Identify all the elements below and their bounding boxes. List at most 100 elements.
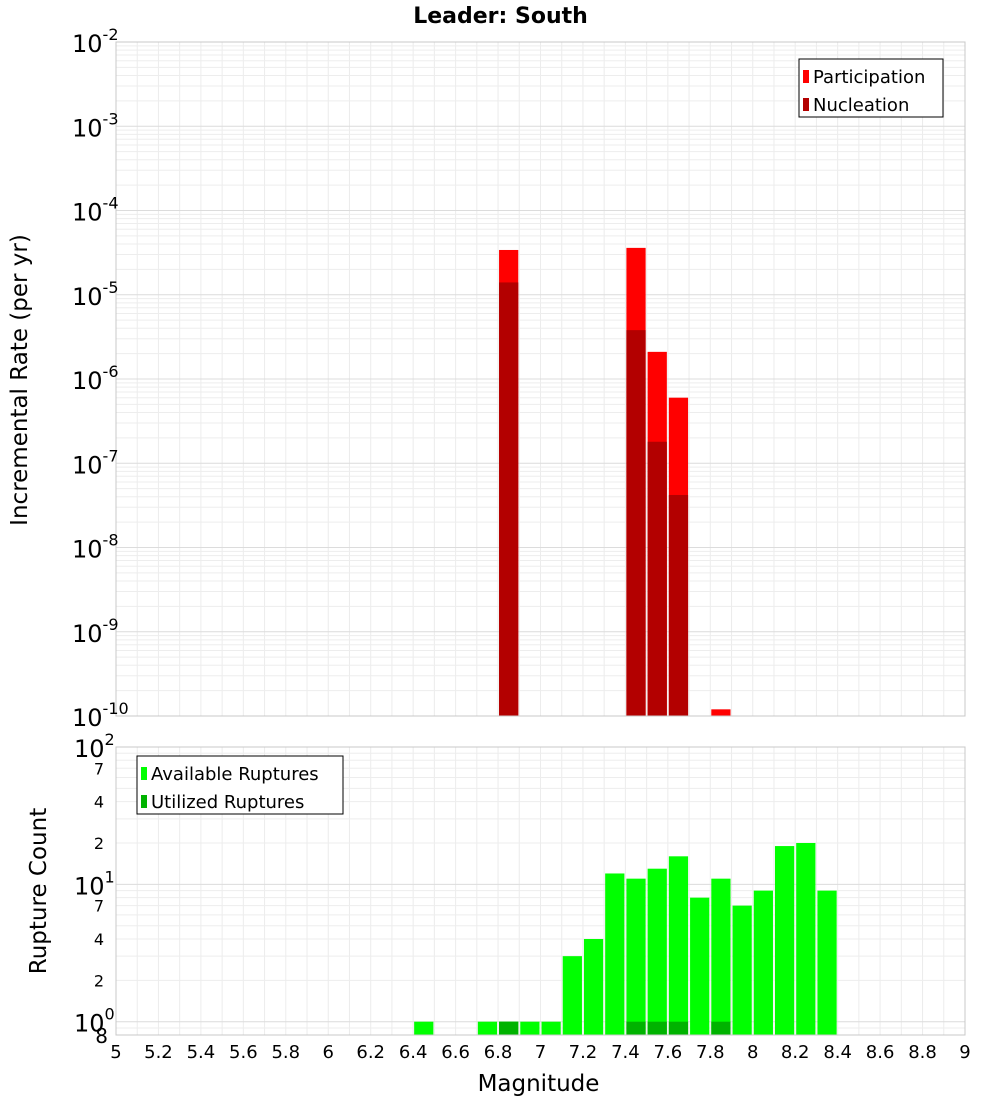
available-ruptures-bar — [477, 1021, 498, 1035]
available-ruptures-bar — [753, 890, 773, 1035]
available-ruptures-bar — [774, 846, 795, 1035]
bottom-y-minor-tick-label: 2 — [94, 971, 104, 990]
top-legend: Participation Nucleation — [798, 58, 944, 118]
top-y-tick-label: 10-7 — [72, 446, 119, 479]
available-ruptures-bar — [605, 873, 625, 1035]
x-tick-label: 5.8 — [271, 1042, 300, 1063]
tick-base: 10 — [72, 536, 103, 564]
nucleation-bar — [668, 494, 689, 716]
x-axis-label: Magnitude — [478, 1071, 600, 1097]
legend-entry-label: Available Ruptures — [151, 764, 319, 785]
tick-base: 10 — [74, 872, 105, 900]
x-tick-label: 5.6 — [229, 1042, 258, 1063]
tick-exponent: -6 — [103, 362, 119, 381]
tick-exponent: -9 — [103, 615, 119, 634]
bottom-y-min-tick-label: 8 — [95, 1024, 108, 1048]
x-tick-label: 6.2 — [356, 1042, 385, 1063]
legend-entry-label: Participation — [813, 67, 925, 88]
x-tick-label: 7 — [535, 1042, 546, 1063]
x-tick-label: 5.4 — [187, 1042, 216, 1063]
top-y-tick-label: 10-4 — [72, 194, 119, 227]
available-ruptures-bar — [626, 878, 646, 1035]
tick-exponent: 2 — [105, 730, 115, 749]
bottom-y-major-tick-label: 100 — [74, 1005, 115, 1038]
x-tick-label: 7.6 — [654, 1042, 683, 1063]
legend-box — [798, 58, 944, 118]
legend-swatch — [141, 767, 147, 780]
tick-exponent: -10 — [103, 699, 129, 718]
x-tick-label: 8.2 — [781, 1042, 810, 1063]
available-ruptures-bar — [732, 905, 752, 1035]
x-tick-label: 8.8 — [908, 1042, 937, 1063]
tick-exponent: -2 — [103, 25, 119, 44]
x-tick-label: 7.8 — [696, 1042, 725, 1063]
tick-base: 10 — [72, 620, 103, 648]
utilized-ruptures-bar — [668, 1021, 689, 1035]
x-tick-label: 6.6 — [441, 1042, 470, 1063]
tick-base: 10 — [72, 30, 103, 58]
bottom-y-major-tick-label: 101 — [74, 867, 115, 900]
utilized-ruptures-bar — [711, 1021, 731, 1035]
tick-exponent: -4 — [103, 194, 119, 213]
available-ruptures-bar — [414, 1021, 434, 1035]
tick-base: 10 — [72, 704, 103, 732]
legend-swatch — [141, 795, 147, 808]
top-y-tick-label: 10-2 — [72, 25, 119, 58]
legend-entry-label: Utilized Ruptures — [151, 792, 304, 813]
available-ruptures-bar — [690, 897, 710, 1035]
x-tick-label: 8 — [747, 1042, 758, 1063]
x-tick-label: 5.2 — [144, 1042, 173, 1063]
bottom-y-axis-label: Rupture Count — [26, 808, 52, 974]
nucleation-bar — [626, 330, 646, 716]
legend-swatch — [803, 70, 809, 83]
available-ruptures-bar — [583, 939, 604, 1035]
top-y-tick-label: 10-6 — [72, 362, 119, 395]
top-y-tick-label: 10-9 — [72, 615, 119, 648]
bottom-y-minor-tick-label: 4 — [94, 793, 104, 812]
tick-base: 10 — [72, 451, 103, 479]
tick-base: 10 — [72, 283, 103, 311]
legend-entry-label: Nucleation — [813, 95, 909, 116]
tick-exponent: 1 — [105, 867, 115, 886]
x-tick-label: 9 — [959, 1042, 970, 1063]
tick-base: 10 — [74, 735, 105, 763]
bottom-plot-border — [115, 746, 966, 1036]
top-plot-border — [115, 41, 966, 717]
available-ruptures-bar — [796, 843, 816, 1035]
grid-lines — [115, 42, 966, 1036]
bottom-y-major-tick-label: 102 — [74, 730, 115, 763]
bottom-y-minor-tick-label: 7 — [94, 897, 104, 916]
utilized-ruptures-bar — [647, 1021, 667, 1035]
tick-base: 10 — [72, 367, 103, 395]
top-y-tick-labels: 10-210-310-410-510-610-710-810-910-10 — [72, 25, 129, 732]
x-tick-label: 6.8 — [484, 1042, 513, 1063]
tick-base: 10 — [74, 1010, 105, 1038]
x-tick-label: 8.6 — [866, 1042, 895, 1063]
tick-base: 10 — [72, 199, 103, 227]
x-tick-label: 6 — [323, 1042, 334, 1063]
tick-exponent: -5 — [103, 278, 119, 297]
top-y-tick-label: 10-3 — [72, 109, 119, 142]
x-tick-label: 6.4 — [399, 1042, 428, 1063]
available-ruptures-bar — [541, 1021, 561, 1035]
top-bars — [499, 247, 731, 716]
available-ruptures-bar — [520, 1021, 540, 1035]
bottom-bars — [414, 843, 837, 1035]
top-y-axis-label: Incremental Rate (per yr) — [7, 234, 33, 526]
utilized-ruptures-bar — [626, 1021, 646, 1035]
x-tick-labels: 5 5.2 5.4 5.6 5.8 6 6.2 6.4 6.6 6.8 7 7.2 7.4 7.6 7.8 8… — [110, 1042, 970, 1063]
tick-exponent: -3 — [103, 109, 119, 128]
available-ruptures-bar — [711, 878, 731, 1035]
x-tick-label: 7.2 — [569, 1042, 598, 1063]
nucleation-bar — [647, 441, 667, 716]
top-y-tick-label: 10-10 — [72, 699, 129, 732]
top-y-tick-label: 10-8 — [72, 531, 119, 564]
legend-swatch — [803, 98, 809, 111]
bottom-legend: Available Ruptures Utilized Ruptures — [136, 755, 344, 815]
available-ruptures-bar — [817, 890, 837, 1035]
nucleation-bar — [499, 282, 519, 716]
available-ruptures-bar — [647, 868, 667, 1035]
top-y-tick-label: 10-5 — [72, 278, 119, 311]
